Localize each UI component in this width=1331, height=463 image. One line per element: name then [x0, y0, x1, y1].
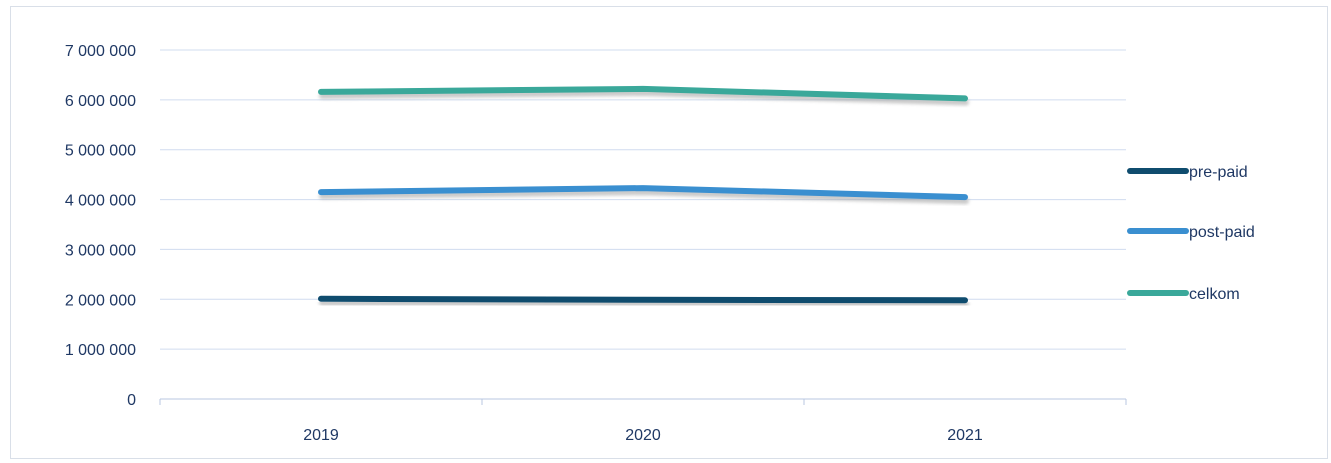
x-axis: 2019 2020 2021 — [159, 398, 1127, 444]
series-line-post-paid — [318, 185, 968, 201]
series-shadow-pre-paid — [319, 299, 969, 308]
y-tick-label: 2 000 000 — [65, 292, 136, 309]
legend-label-post-paid: post-paid — [1189, 224, 1255, 241]
series-line-pre-paid — [318, 295, 968, 304]
y-tick-label: 3 000 000 — [65, 242, 136, 259]
legend-label-celkom: celkom — [1189, 286, 1240, 303]
y-axis-ticks: 0 1 000 000 2 000 000 3 000 000 4 000 000 5 0… — [65, 43, 136, 409]
x-tick-label: 2019 — [303, 427, 339, 444]
y-tick-label: 7 000 000 — [65, 43, 136, 60]
y-tick-label: 0 — [127, 392, 136, 409]
legend: pre-paid post-paid celkom — [1127, 164, 1255, 303]
chart-frame — [10, 6, 1328, 459]
series-lines — [318, 85, 969, 308]
x-tick-label: 2020 — [625, 427, 661, 444]
series-line-celkom — [318, 85, 968, 102]
legend-label-pre-paid: pre-paid — [1189, 164, 1248, 181]
y-tick-label: 4 000 000 — [65, 193, 136, 210]
x-tick-label: 2021 — [947, 427, 983, 444]
y-tick-label: 1 000 000 — [65, 342, 136, 359]
series-shadow-celkom — [319, 89, 969, 106]
y-tick-label: 6 000 000 — [65, 93, 136, 110]
series-shadow-post-paid — [319, 189, 969, 205]
y-tick-label: 5 000 000 — [65, 143, 136, 160]
